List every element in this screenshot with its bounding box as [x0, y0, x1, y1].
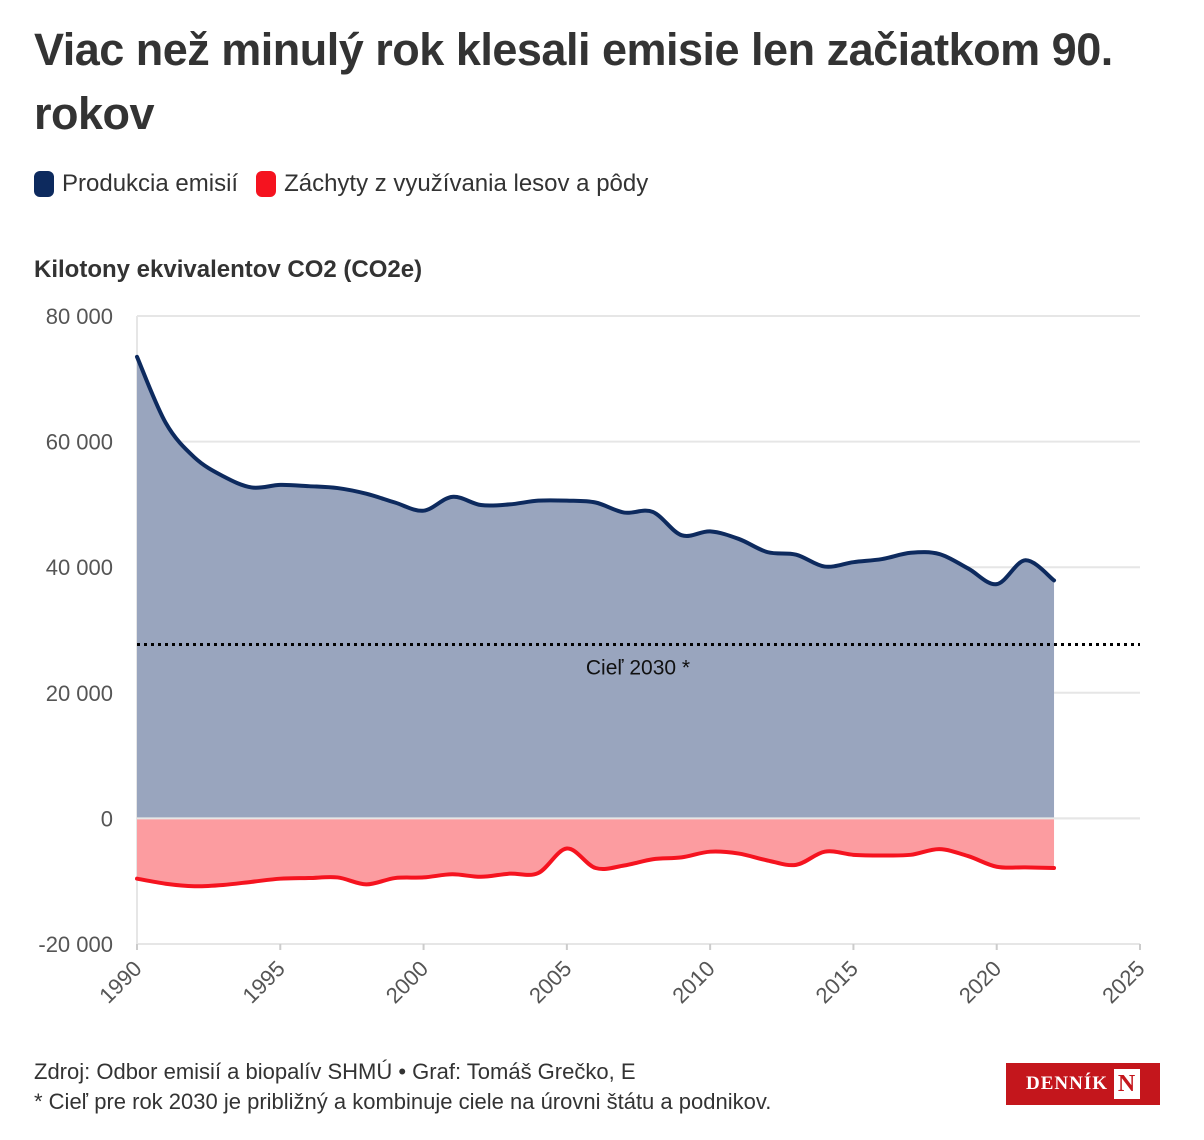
x-tick-label: 1995 [238, 956, 290, 1008]
legend-item-emissions: Produkcia emisií [34, 170, 238, 198]
x-tick-label: 2025 [1097, 956, 1149, 1008]
legend: Produkcia emisií Záchyty z využívania le… [34, 170, 648, 198]
area-emissions [137, 356, 1055, 819]
legend-label-sinks: Záchyty z využívania lesov a pôdy [284, 170, 649, 197]
x-tick-label: 2010 [667, 956, 719, 1008]
y-tick-label: 60 000 [46, 430, 113, 455]
legend-label-emissions: Produkcia emisií [62, 170, 239, 197]
logo-mark: N [1114, 1069, 1140, 1099]
chart-area: -20 000 0 20 000 40 000 60 000 80 000 Cieľ 203… [38, 304, 1149, 1008]
area-sinks [137, 818, 1055, 887]
y-tick-label: 40 000 [46, 555, 113, 580]
x-tick-label: 1990 [94, 956, 146, 1008]
source-text: Zdroj: Odbor emisií a biopalív SHMÚ • Gr… [34, 1059, 636, 1084]
series-line-sinks [135, 846, 1057, 889]
footnote-text: * Cieľ pre rok 2030 je približný a kombi… [34, 1089, 772, 1114]
x-tick-label: 2005 [524, 956, 576, 1008]
x-tick-label: 2020 [954, 956, 1006, 1008]
y-unit-label: Kilotony ekvivalentov CO2 (CO2e) [34, 256, 423, 283]
y-tick-label: 0 [101, 806, 113, 831]
logo-text: DENNÍK [1025, 1073, 1108, 1094]
dennik-n-logo[interactable]: DENNÍK N [1006, 1063, 1160, 1105]
y-tick-label: -20 000 [38, 932, 113, 957]
series-line-emissions [135, 354, 1057, 587]
y-tick-label: 80 000 [46, 304, 113, 329]
y-tick-label: 20 000 [46, 681, 113, 706]
legend-item-sinks: Záchyty z využívania lesov a pôdy [256, 170, 648, 198]
target-label: Cieľ 2030 * [586, 656, 690, 679]
legend-swatch-emissions [34, 171, 54, 197]
chart-title: Viac než minulý rok klesali emisie len z… [34, 24, 1113, 139]
x-tick-label: 2015 [811, 956, 863, 1008]
x-tick-label: 2000 [381, 956, 433, 1008]
legend-swatch-sinks [256, 171, 277, 197]
footer: Zdroj: Odbor emisií a biopalív SHMÚ • Gr… [34, 1057, 771, 1117]
